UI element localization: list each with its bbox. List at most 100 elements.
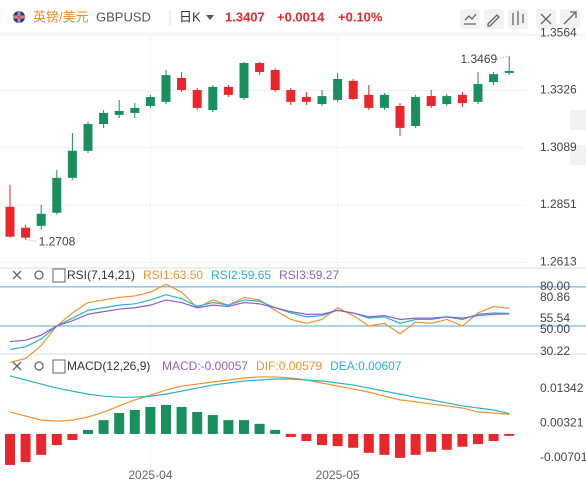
- histogram-bar: [473, 433, 483, 445]
- legend-entry: MACD:-0.00057: [162, 359, 248, 373]
- candle-body: [317, 96, 327, 105]
- y-tick-label: 1.2613: [540, 255, 577, 269]
- high-pointer: [497, 55, 510, 60]
- histogram-bar: [301, 433, 312, 442]
- x-tick-label: 2025-05: [316, 468, 360, 482]
- candle-body: [301, 97, 311, 102]
- change-pct: +0.10%: [338, 9, 383, 24]
- indicator-button[interactable]: [460, 9, 480, 29]
- histogram-bar: [129, 410, 140, 434]
- low-pointer: [25, 239, 38, 243]
- candle-body: [130, 107, 140, 113]
- histogram-bar: [410, 433, 421, 455]
- legend-entry: RSI2:59.65: [211, 268, 271, 282]
- y-tick-label: 50.00: [540, 322, 570, 336]
- indicator-line: [9, 294, 510, 350]
- histogram-bar: [145, 406, 156, 434]
- rsi-header: RSI(7,14,21): [12, 268, 135, 283]
- histogram-bar: [161, 404, 171, 434]
- y-tick-label: 0.01342: [540, 381, 584, 395]
- histogram-bar: [363, 433, 374, 453]
- histogram-bar: [379, 433, 390, 455]
- macd-title: MACD(12,26,9): [67, 359, 150, 373]
- legend-entry: RSI3:59.27: [279, 268, 339, 282]
- side-toolbar: [570, 110, 586, 165]
- x-tick-label: 2025-04: [128, 468, 172, 482]
- histogram-bar: [332, 433, 343, 447]
- candle-body: [239, 63, 249, 98]
- instrument-name: 英镑/美元: [33, 9, 89, 24]
- candle-body: [67, 150, 77, 178]
- candle-body: [489, 74, 499, 83]
- histogram-bar: [317, 433, 327, 446]
- histogram-bar: [20, 433, 31, 462]
- candle-body: [457, 94, 467, 104]
- histogram-bar: [5, 433, 15, 465]
- histogram-bar: [207, 415, 218, 434]
- histogram-bar: [176, 406, 187, 434]
- period[interactable]: 日K: [179, 9, 201, 24]
- instrument-symbol: GBPUSD: [96, 9, 151, 24]
- legend-entry: RSI1:63.50: [143, 268, 203, 282]
- histogram-bar: [504, 433, 515, 436]
- histogram-bar: [254, 423, 265, 434]
- candle-body: [223, 86, 233, 95]
- candle-body: [473, 84, 483, 102]
- histogram-bar: [239, 420, 249, 434]
- rsi-title: RSI(7,14,21): [67, 268, 135, 282]
- change: +0.0014: [277, 9, 325, 24]
- candle-body: [504, 70, 514, 73]
- candle-body: [379, 94, 389, 108]
- side-button[interactable]: [570, 110, 586, 130]
- histogram-bar: [51, 433, 62, 446]
- histogram-bar: [488, 433, 499, 442]
- histogram-bar: [192, 412, 203, 434]
- y-tick-label: 80.86: [540, 290, 570, 304]
- histogram-bar: [348, 433, 359, 448]
- draw-button[interactable]: [484, 9, 504, 29]
- high-label: 1.3469: [460, 52, 497, 66]
- y-tick-label: 1.3564: [540, 25, 577, 39]
- candle-body: [177, 77, 187, 91]
- histogram-bar: [98, 420, 109, 434]
- candle-body: [426, 96, 436, 106]
- legend-entry: DEA:0.00607: [330, 359, 402, 373]
- indicator-line: [9, 299, 510, 343]
- histogram-bar: [223, 420, 234, 434]
- macd-header: MACD(12,26,9): [12, 359, 150, 374]
- candle-body: [411, 97, 421, 126]
- candle-body: [442, 96, 452, 105]
- histogram-bar: [426, 433, 437, 452]
- candle-body: [83, 124, 93, 151]
- flag-icon: [13, 11, 25, 23]
- histogram-bar: [457, 433, 468, 447]
- price: 1.3407: [225, 9, 265, 24]
- toolbar: [460, 9, 580, 29]
- candle-body: [161, 75, 171, 102]
- indicator-line: [9, 283, 510, 363]
- candle-body: [208, 86, 218, 111]
- y-tick-label: 55.54: [540, 311, 570, 325]
- indicator-line: [9, 376, 510, 422]
- candle-body: [192, 90, 202, 108]
- histogram-bar: [114, 413, 125, 434]
- histogram-bar: [441, 433, 452, 450]
- candle-body: [99, 112, 109, 125]
- fullscreen-button[interactable]: [560, 9, 580, 29]
- candle-body: [114, 111, 124, 115]
- histogram-bar: [36, 433, 47, 455]
- side-button[interactable]: [570, 145, 586, 165]
- y-tick-label: 0.00321: [540, 415, 584, 429]
- period-dropdown[interactable]: [206, 15, 214, 20]
- histogram-bar: [285, 433, 296, 437]
- histogram-bar: [395, 433, 405, 458]
- y-tick-label: 1.3326: [540, 83, 577, 97]
- candle-body: [286, 90, 296, 102]
- candle-body: [5, 206, 15, 237]
- histogram-bar: [67, 433, 78, 441]
- candle-body: [21, 227, 31, 238]
- y-tick-label: 1.2851: [540, 197, 577, 211]
- candle-body: [255, 63, 265, 72]
- candle-body: [333, 78, 343, 100]
